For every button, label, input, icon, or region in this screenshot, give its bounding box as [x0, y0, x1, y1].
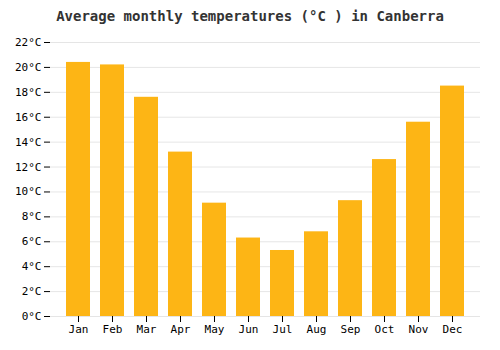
svg-text:16°C: 16°C: [15, 111, 42, 124]
svg-text:12°C: 12°C: [15, 161, 42, 174]
svg-text:Oct: Oct: [375, 323, 395, 336]
svg-text:Jun: Jun: [239, 323, 259, 336]
svg-text:4°C: 4°C: [22, 260, 42, 273]
svg-text:18°C: 18°C: [15, 86, 42, 99]
svg-text:0°C: 0°C: [22, 310, 42, 323]
svg-text:Feb: Feb: [103, 323, 123, 336]
svg-text:14°C: 14°C: [15, 136, 42, 149]
svg-text:20°C: 20°C: [15, 61, 42, 74]
svg-text:22°C: 22°C: [15, 36, 42, 49]
svg-text:2°C: 2°C: [22, 285, 42, 298]
svg-text:Nov: Nov: [409, 323, 429, 336]
svg-text:Jan: Jan: [69, 323, 89, 336]
svg-text:May: May: [205, 323, 225, 336]
svg-text:Jul: Jul: [273, 323, 293, 336]
svg-text:Sep: Sep: [341, 323, 361, 336]
svg-text:Mar: Mar: [137, 323, 157, 336]
svg-text:6°C: 6°C: [22, 235, 42, 248]
svg-text:8°C: 8°C: [22, 210, 42, 223]
svg-text:Aug: Aug: [307, 323, 327, 336]
svg-text:10°C: 10°C: [15, 185, 42, 198]
html-text:Average monthly temperatures (: Average monthly temperatures (°C ) in Ca…: [56, 8, 444, 24]
svg-text:Dec: Dec: [443, 323, 463, 336]
svg-text:Apr: Apr: [171, 323, 191, 336]
